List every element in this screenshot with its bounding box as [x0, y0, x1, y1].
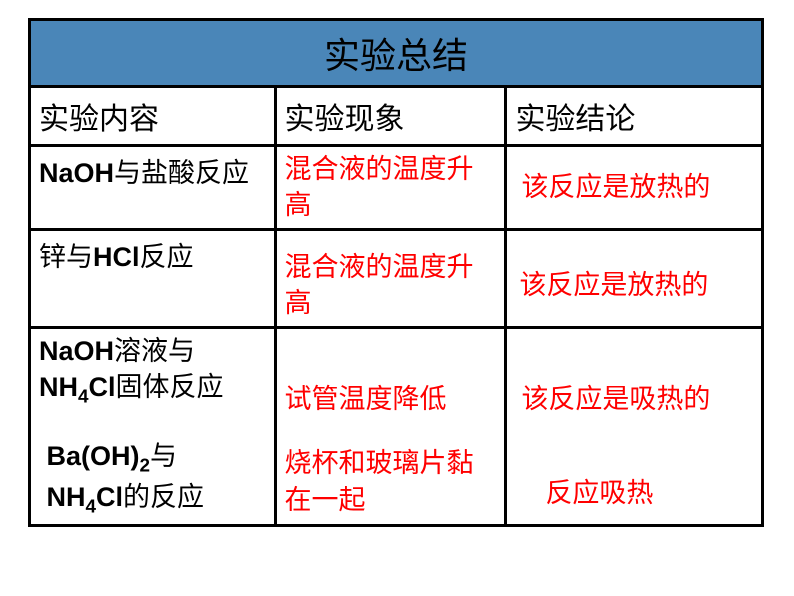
table-row: NaOH溶液与NH4Cl固体反应 Ba(OH)2与 NH4Cl的反应 试管温度降…: [30, 327, 763, 525]
cell-conclusion: 该反应是放热的: [506, 229, 763, 327]
table-row: NaOH与盐酸反应 混合液的温度升高 该反应是放热的: [30, 146, 763, 230]
cell-content: NaOH与盐酸反应: [30, 146, 276, 230]
cell-content: 锌与HCl反应: [30, 229, 276, 327]
cell-phenomenon: 混合液的温度升高: [275, 229, 506, 327]
col-header-phenomenon: 实验现象: [275, 87, 506, 146]
col-header-content: 实验内容: [30, 87, 276, 146]
cell-conclusion: 该反应是放热的: [506, 146, 763, 230]
cell-conclusion: 该反应是吸热的 反应吸热: [506, 327, 763, 525]
table-row: 锌与HCl反应 混合液的温度升高 该反应是放热的: [30, 229, 763, 327]
cell-phenomenon: 试管温度降低 烧杯和玻璃片黏在一起: [275, 327, 506, 525]
col-header-conclusion: 实验结论: [506, 87, 763, 146]
table-title: 实验总结: [30, 20, 763, 87]
table-header-row: 实验内容 实验现象 实验结论: [30, 87, 763, 146]
cell-phenomenon: 混合液的温度升高: [275, 146, 506, 230]
table-title-row: 实验总结: [30, 20, 763, 87]
cell-content: NaOH溶液与NH4Cl固体反应 Ba(OH)2与 NH4Cl的反应: [30, 327, 276, 525]
experiment-summary-table: 实验总结 实验内容 实验现象 实验结论 NaOH与盐酸反应 混合液的温度升高 该…: [28, 18, 764, 527]
